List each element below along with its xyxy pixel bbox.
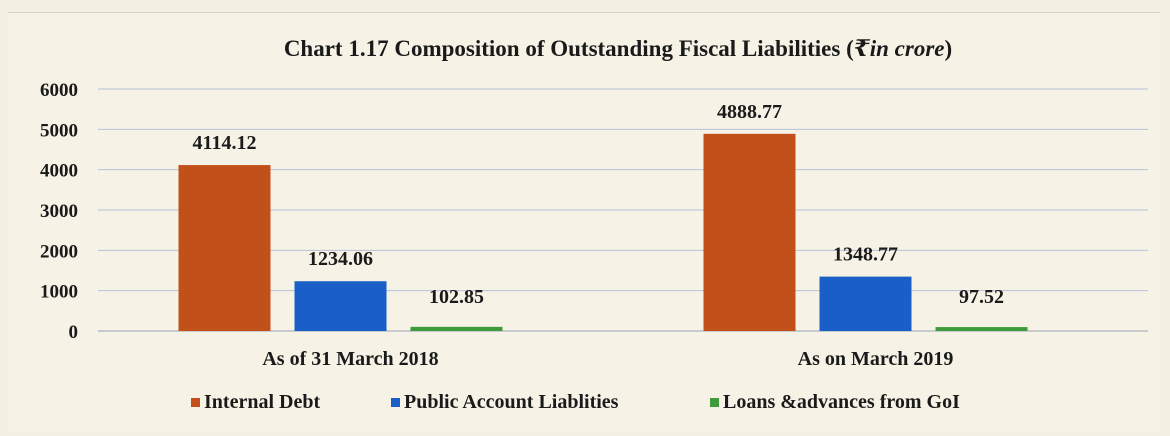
- y-tick-label: 5000: [40, 120, 78, 141]
- y-tick-label: 2000: [40, 241, 78, 262]
- legend: Internal Debt Public Account Liablities Lo…: [191, 391, 960, 413]
- bar-chart: Chart 1.17 Composition of Outstanding Fi…: [40, 36, 1148, 413]
- legend-swatch: [391, 398, 400, 407]
- legend-entry: Internal Debt: [204, 391, 320, 413]
- y-axis-tick-labels: 0 1000 2000 3000 4000 5000 6000: [40, 80, 78, 343]
- chart-title-close: ): [945, 36, 953, 61]
- data-label: 4114.12: [193, 132, 257, 154]
- chart-frame: Chart 1.17 Composition of Outstanding Fi…: [8, 12, 1160, 431]
- data-label: 97.52: [959, 286, 1004, 308]
- chart-title-unit: ₹in crore: [854, 36, 945, 61]
- data-label: 1234.06: [308, 248, 373, 270]
- bar: [703, 133, 796, 331]
- y-tick-label: 4000: [40, 161, 78, 182]
- y-tick-label: 6000: [40, 80, 78, 101]
- x-category-label: As on March 2019: [798, 348, 954, 370]
- bar: [294, 281, 387, 331]
- x-category-label: As of 31 March 2018: [262, 348, 438, 370]
- y-tick-label: 0: [69, 322, 79, 343]
- bars: [178, 133, 1028, 331]
- data-label: 1348.77: [833, 244, 898, 266]
- gridlines: [98, 88, 1148, 332]
- bar: [410, 326, 503, 331]
- y-tick-label: 3000: [40, 201, 78, 222]
- bar: [935, 327, 1028, 331]
- bar: [178, 165, 271, 331]
- data-labels: 4114.12 1234.06 102.85 4888.77 1348.77 97.52: [193, 101, 1004, 308]
- legend-entry: Loans &advances from GoI: [723, 391, 960, 413]
- data-label: 102.85: [429, 286, 484, 308]
- y-tick-label: 1000: [40, 282, 78, 303]
- data-label: 4888.77: [717, 101, 782, 123]
- chart-title-main: Chart 1.17 Composition of Outstanding Fi…: [284, 36, 854, 61]
- bar: [819, 276, 912, 331]
- chart-title: Chart 1.17 Composition of Outstanding Fi…: [284, 36, 952, 61]
- x-axis-category-labels: As of 31 March 2018 As on March 2019: [262, 348, 953, 370]
- legend-entry: Public Account Liablities: [404, 391, 619, 413]
- legend-swatch: [191, 398, 200, 407]
- legend-swatch: [710, 398, 719, 407]
